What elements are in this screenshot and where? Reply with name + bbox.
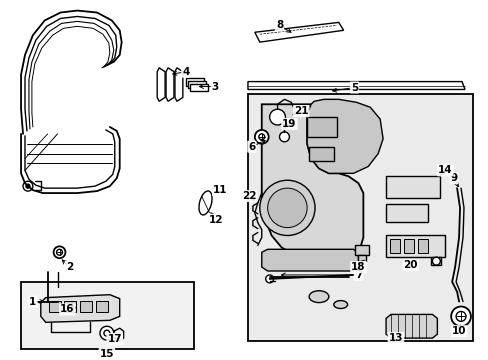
Circle shape: [54, 246, 65, 258]
Text: 5: 5: [350, 82, 357, 93]
Text: 19: 19: [282, 119, 296, 129]
Circle shape: [23, 181, 33, 191]
Circle shape: [267, 188, 306, 228]
Circle shape: [450, 306, 470, 326]
Circle shape: [26, 184, 30, 188]
Text: 2: 2: [65, 262, 73, 272]
Bar: [386, 235, 445, 257]
Bar: [386, 204, 427, 222]
Polygon shape: [41, 295, 120, 322]
Text: 7: 7: [354, 270, 362, 280]
Circle shape: [279, 132, 289, 142]
Circle shape: [104, 330, 110, 336]
Text: 17: 17: [107, 334, 122, 344]
Bar: [403, 239, 413, 253]
Bar: [96, 301, 108, 312]
Text: 21: 21: [293, 106, 308, 116]
Circle shape: [258, 134, 264, 140]
Polygon shape: [175, 68, 183, 101]
Bar: [80, 301, 92, 312]
Text: 16: 16: [60, 305, 75, 315]
Circle shape: [57, 249, 62, 255]
Polygon shape: [306, 99, 382, 173]
Bar: [386, 176, 439, 198]
Text: 9: 9: [449, 173, 457, 183]
Bar: [308, 147, 333, 162]
Circle shape: [265, 275, 273, 283]
Bar: [49, 301, 61, 312]
Circle shape: [269, 109, 285, 125]
Polygon shape: [157, 68, 165, 101]
Text: 1: 1: [29, 297, 37, 307]
Text: 13: 13: [388, 333, 403, 343]
Bar: [417, 239, 427, 253]
Text: 8: 8: [275, 21, 283, 30]
Polygon shape: [254, 22, 343, 42]
Bar: [64, 301, 76, 312]
Polygon shape: [386, 314, 436, 338]
Text: 4: 4: [182, 67, 189, 77]
Circle shape: [100, 326, 114, 340]
Bar: [355, 246, 368, 255]
Text: 18: 18: [350, 262, 365, 272]
Ellipse shape: [199, 191, 212, 215]
Polygon shape: [261, 104, 363, 260]
Text: 20: 20: [403, 260, 417, 270]
Text: 6: 6: [248, 142, 255, 152]
Text: 11: 11: [213, 185, 227, 195]
Bar: [306, 117, 336, 137]
Bar: [358, 255, 366, 261]
Bar: [187, 81, 205, 89]
Bar: [21, 282, 193, 349]
Text: 15: 15: [100, 349, 114, 359]
Polygon shape: [166, 68, 174, 101]
Circle shape: [259, 180, 314, 235]
Circle shape: [431, 257, 439, 265]
Text: 3: 3: [211, 81, 219, 91]
Text: 10: 10: [451, 326, 466, 336]
Bar: [247, 94, 472, 341]
Bar: [430, 257, 440, 265]
Text: 14: 14: [437, 165, 452, 175]
Circle shape: [254, 130, 268, 144]
Text: 22: 22: [241, 191, 256, 201]
Ellipse shape: [308, 291, 328, 302]
Bar: [389, 239, 399, 253]
Bar: [189, 84, 207, 91]
Polygon shape: [261, 249, 358, 271]
Polygon shape: [247, 82, 464, 90]
Circle shape: [455, 311, 465, 321]
Bar: [185, 78, 203, 86]
Ellipse shape: [333, 301, 347, 309]
Text: 12: 12: [209, 215, 223, 225]
